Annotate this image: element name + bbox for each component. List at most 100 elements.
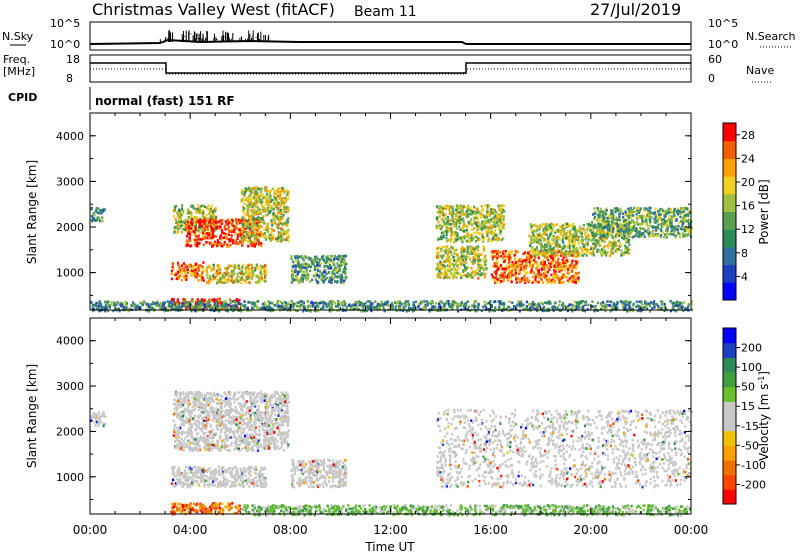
data-cell [627,228,630,232]
data-cell [172,267,175,271]
data-cell [456,271,459,274]
data-cell [515,281,518,284]
data-cell [305,271,308,275]
data-cell [473,252,476,256]
data-cell [540,251,543,254]
data-cell [240,272,243,275]
data-cell [600,215,603,219]
data-cell [663,302,666,306]
data-cell [559,233,562,236]
data-cell [530,230,533,233]
data-cell [572,227,575,231]
data-cell [622,212,625,215]
data-cell [612,225,615,229]
data-cell [475,214,478,218]
data-cell [209,214,212,218]
data-cell [465,261,468,265]
data-cell [641,215,644,219]
data-cell [234,218,238,221]
data-cell [337,256,340,259]
data-cell [459,255,462,259]
data-cell [467,208,470,212]
data-cell [597,213,600,216]
data-cell [563,244,566,248]
data-cell [487,225,490,229]
noise-search-dot [216,38,218,40]
data-cell [180,264,183,267]
data-cell [568,243,571,246]
data-cell [628,227,631,230]
data-cell [254,304,257,307]
data-cell [496,249,499,253]
data-cell [484,260,487,264]
data-cell [530,237,533,241]
data-cell [181,274,184,278]
data-cell [528,279,531,283]
data-cell [574,255,577,259]
data-cell [439,272,442,276]
data-cell [443,249,446,253]
data-cell [201,224,204,228]
data-cell [230,279,233,283]
data-cell [536,235,539,238]
data-cell [174,273,178,277]
data-cell [330,278,333,282]
data-cell [327,302,330,306]
data-cell [306,306,309,310]
data-cell [530,227,533,230]
data-cell [436,246,439,250]
data-cell [655,213,658,217]
data-cell [280,197,284,200]
data-cell [343,279,346,282]
data-cell [278,233,281,237]
data-cell [525,305,528,308]
freq-tick-bottom: 8 [66,72,73,85]
data-cell [257,221,260,224]
data-cell [530,269,533,272]
data-cell [529,223,532,226]
data-cell [466,215,469,219]
nave-line [90,68,691,75]
data-cell [488,205,491,208]
data-cell [223,232,226,235]
data-cell [302,275,305,278]
data-cell [670,215,673,218]
data-cell [97,207,100,210]
data-cell [252,216,255,220]
data-cell [226,222,229,226]
data-cell [609,254,612,257]
data-cell [219,268,222,272]
data-cell [192,265,195,268]
data-cell [549,254,552,258]
data-cell [197,209,200,212]
data-cell [610,227,614,231]
data-cell [518,309,521,313]
data-cell [523,275,526,278]
data-cell [570,263,573,266]
data-cell [311,261,314,264]
data-cell [504,269,507,272]
data-cell [543,239,546,242]
data-cell [624,210,627,213]
data-cell [203,233,206,237]
data-cell [253,241,256,245]
data-cell [239,305,243,309]
data-cell [179,227,182,231]
data-cell [324,278,327,281]
data-cell [252,213,255,217]
data-cell [535,267,538,270]
data-cell [191,265,194,268]
data-cell [544,271,547,275]
data-cell [337,305,340,308]
data-cell [173,208,176,212]
data-cell [548,233,552,236]
data-cell [542,272,545,275]
data-cell [462,221,466,225]
data-cell [610,249,613,253]
data-cell [522,303,525,307]
data-cell [234,239,237,242]
data-cell [194,243,197,246]
noise-search-dot [196,38,198,40]
data-cell [255,228,258,232]
data-cell [260,193,263,197]
